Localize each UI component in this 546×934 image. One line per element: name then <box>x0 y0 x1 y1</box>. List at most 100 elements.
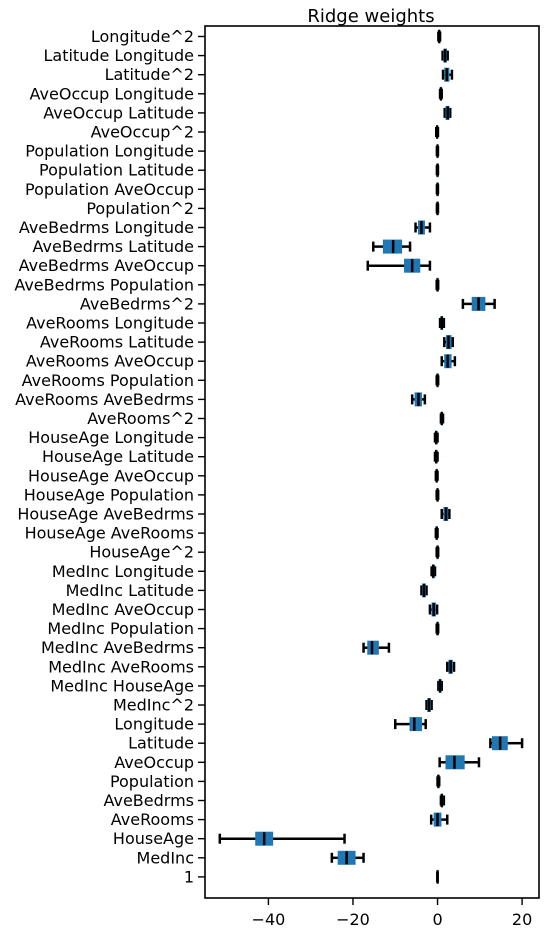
box-row <box>438 86 444 101</box>
y-tick-label: AveRooms AveOccup <box>26 352 194 371</box>
y-tick-label: HouseAge AveBedrms <box>17 505 194 524</box>
box-row <box>434 468 439 483</box>
box-row <box>436 869 439 884</box>
y-tick-label: Population^2 <box>86 199 194 218</box>
box-row <box>435 277 440 292</box>
y-tick-label: MedInc Population <box>47 619 194 638</box>
x-tick-label: 0 <box>432 910 442 929</box>
box-row <box>440 507 451 521</box>
plot-frame <box>204 25 540 899</box>
y-tick-label: HouseAge^2 <box>89 543 194 562</box>
box-row <box>435 545 440 560</box>
y-tick-label: MedInc <box>137 848 194 867</box>
box-row <box>372 239 412 254</box>
y-tick-label: Population AveOccup <box>25 180 194 199</box>
y-tick-label: AveOccup Longitude <box>30 84 194 103</box>
y-tick-label: MedInc AveOccup <box>52 600 194 619</box>
box-row <box>443 105 452 120</box>
y-tick-label: AveRooms Latitude <box>40 333 194 352</box>
y-tick-label: Latitude <box>128 734 194 753</box>
y-tick-label: AveOccup <box>114 753 194 772</box>
box-row <box>435 182 440 197</box>
box-row <box>435 621 440 636</box>
box-row <box>440 354 457 369</box>
box-row <box>435 125 440 139</box>
box-row <box>461 296 496 311</box>
x-tick-label: 20 <box>512 910 532 929</box>
y-tick-label: MedInc AveBedrms <box>41 638 194 657</box>
box-row <box>439 411 445 426</box>
y-tick-label: AveBedrms Latitude <box>33 237 194 256</box>
y-tick-label: Population <box>110 772 194 791</box>
x-axis: −40 −20 0 20 <box>252 898 532 929</box>
y-tick-label: HouseAge Longitude <box>28 428 194 447</box>
y-tick-label: Latitude^2 <box>105 65 194 84</box>
box-row <box>433 430 439 445</box>
box-row <box>435 201 440 216</box>
y-tick-label: AveBedrms Population <box>14 275 194 294</box>
box-row <box>330 850 365 865</box>
box-row <box>428 602 439 617</box>
chart-title: Ridge weights <box>307 6 434 27</box>
y-tick-label: HouseAge Latitude <box>42 447 194 466</box>
box-group <box>218 29 524 884</box>
y-tick-label: MedInc Latitude <box>66 581 194 600</box>
x-tick-label: −40 <box>252 910 286 929</box>
y-tick-label: AveBedrms AveOccup <box>19 256 194 275</box>
y-tick-label: HouseAge AveRooms <box>25 524 194 543</box>
y-tick-label: MedInc AveRooms <box>48 657 194 676</box>
y-tick-label: AveOccup^2 <box>91 123 194 142</box>
box-row <box>430 564 437 579</box>
y-tick-label: AveRooms Population <box>22 371 194 390</box>
box-row <box>437 29 442 44</box>
box <box>409 717 422 732</box>
box-row <box>439 793 446 808</box>
box-row <box>446 659 456 674</box>
y-tick-label: HouseAge Population <box>24 485 194 504</box>
y-tick-label: MedInc HouseAge <box>50 676 194 695</box>
box-row <box>435 373 440 388</box>
box-row <box>435 144 440 159</box>
y-tick-label: MedInc Longitude <box>52 562 194 581</box>
y-tick-label: Population Latitude <box>39 161 194 180</box>
box-row <box>218 831 346 846</box>
x-tick-label: −20 <box>336 910 370 929</box>
y-tick-label: AveOccup Latitude <box>43 103 194 122</box>
y-tick-label: AveBedrms Longitude <box>19 218 194 237</box>
y-tick-label: HouseAge AveOccup <box>28 466 194 485</box>
box-row <box>441 67 454 82</box>
y-tick-label: 1 <box>184 867 194 886</box>
box-row <box>443 335 455 350</box>
box-row <box>434 526 439 541</box>
box-row <box>394 717 427 732</box>
y-tick-label: AveRooms <box>111 810 194 829</box>
box-row <box>438 755 481 770</box>
y-tick-label: AveRooms Longitude <box>26 314 194 333</box>
y-tick-label: Longitude^2 <box>91 27 194 46</box>
y-tick-label: Latitude Longitude <box>43 46 194 65</box>
box-row <box>437 678 444 693</box>
box-row <box>410 392 427 407</box>
box-row <box>362 640 391 655</box>
box-row <box>414 220 432 235</box>
y-tick-label: MedInc^2 <box>113 696 194 715</box>
box-row <box>489 736 524 751</box>
y-tick-label: AveBedrms^2 <box>80 294 194 313</box>
box-row <box>438 316 446 330</box>
y-tick-label: Population Longitude <box>25 142 194 161</box>
y-tick-label: AveRooms AveBedrms <box>15 390 194 409</box>
y-tick-label: Longitude <box>114 715 194 734</box>
box-row <box>441 48 449 63</box>
y-tick-label: HouseAge <box>113 829 194 848</box>
box-row <box>435 163 440 178</box>
box-row <box>420 583 428 598</box>
box-row <box>436 774 441 789</box>
box-row <box>366 258 432 273</box>
box-row <box>433 449 439 464</box>
box-row <box>425 698 433 712</box>
box-row <box>429 812 449 827</box>
box-row <box>435 487 440 502</box>
y-tick-label: AveBedrms <box>103 791 194 810</box>
